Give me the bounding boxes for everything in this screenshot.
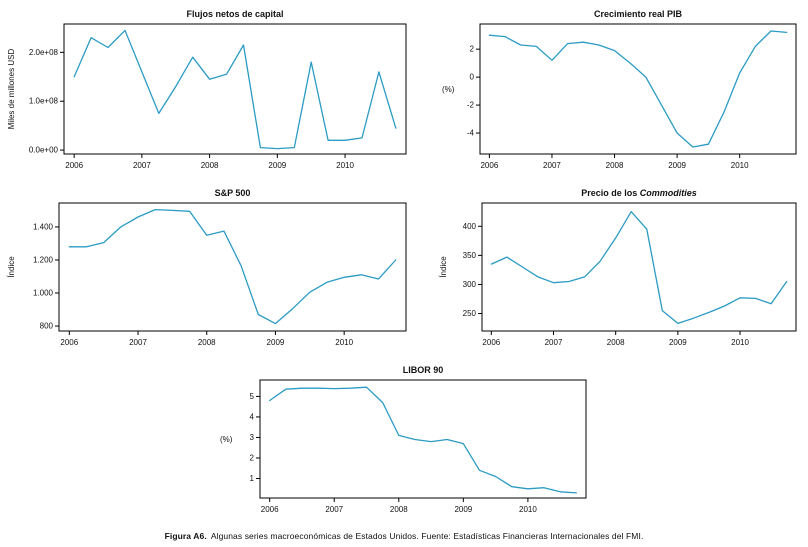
x-tick-label: 2009 (267, 338, 285, 347)
chart-canvas: Flujos netos de capital 0.0e+00 1.0e+08 2.0… (7, 9, 407, 170)
plot-box (481, 202, 797, 332)
x-tick-label: 2008 (198, 338, 216, 347)
chart-canvas: S&P 500 800 1.000 1.200 1.400 2006 2007 2008 200… (7, 188, 407, 347)
chart-title: Crecimiento real PIB (594, 9, 683, 19)
x-tick-label: 2010 (731, 338, 749, 347)
y-tick-label: 1.000 (33, 289, 54, 298)
x-tick-label: 2006 (65, 161, 83, 170)
x-tick-label: 2007 (133, 161, 151, 170)
charts-row-3: LIBOR 90 1 2 3 4 5 2006 2007 2008 2009 2010 (%) (0, 362, 808, 525)
y-tick-label: 300 (463, 280, 477, 289)
y-tick-label: 2 (470, 45, 475, 54)
plot-box (58, 202, 407, 332)
chart-title: LIBOR 90 (403, 365, 444, 375)
y-tick-label: 800 (40, 322, 54, 331)
y-tick-label: 4 (250, 412, 255, 421)
y-tick-label: 5 (250, 392, 255, 401)
x-tick-label: 2006 (261, 505, 279, 514)
x-tick-label: 2006 (480, 161, 498, 170)
data-line (68, 208, 397, 325)
y-tick-label: 2.0e+08 (29, 48, 59, 57)
chart-title: S&P 500 (215, 188, 251, 198)
x-tick-label: 2009 (668, 161, 686, 170)
plot-box (259, 379, 587, 499)
plot-box (63, 23, 407, 155)
y-tick-label: 250 (463, 309, 477, 318)
data-line (490, 211, 788, 325)
y-tick-label: 1.400 (33, 222, 54, 231)
y-tick-label: 1 (250, 474, 255, 483)
y-tick-label: 2 (250, 453, 255, 462)
x-tick-label: 2007 (543, 161, 561, 170)
charts-row-2: S&P 500 800 1.000 1.200 1.400 2006 2007 2008 200… (0, 185, 808, 358)
x-tick-label: 2007 (325, 505, 343, 514)
y-tick-label: -2 (467, 101, 475, 110)
x-tick-label: 2010 (731, 161, 749, 170)
y-axis-label: (%) (220, 435, 233, 444)
x-tick-label: 2009 (454, 505, 472, 514)
chart-precio-commodities: Precio de los Commodities 250 300 350 400 200… (436, 185, 804, 358)
y-tick-label: -4 (467, 129, 475, 138)
data-line (488, 30, 788, 148)
x-tick-label: 2008 (201, 161, 219, 170)
y-tick-label: 350 (463, 251, 477, 260)
chart-canvas: Crecimiento real PIB -4 -2 0 2 2006 2007 2008 20… (442, 9, 797, 170)
x-tick-label: 2010 (336, 161, 354, 170)
charts-row-1: Flujos netos de capital 0.0e+00 1.0e+08 2.0… (0, 6, 808, 181)
chart-canvas: Precio de los Commodities 250 300 350 400 200… (439, 188, 797, 347)
y-tick-label: 3 (250, 433, 255, 442)
data-line (269, 386, 577, 494)
chart-crecimiento-real-pib: Crecimiento real PIB -4 -2 0 2 2006 2007 2008 20… (436, 6, 804, 181)
chart-canvas: LIBOR 90 1 2 3 4 5 2006 2007 2008 2009 2010 (%) (220, 365, 587, 514)
x-tick-label: 2010 (519, 505, 537, 514)
y-tick-label: 0.0e+00 (29, 146, 59, 155)
x-tick-label: 2008 (390, 505, 408, 514)
chart-libor-90: LIBOR 90 1 2 3 4 5 2006 2007 2008 2009 2010 (%) (214, 362, 594, 525)
caption-label: Figura A6. (164, 531, 207, 541)
x-tick-label: 2006 (60, 338, 78, 347)
y-axis-label: Miles de millones USD (7, 49, 16, 130)
x-tick-label: 2008 (607, 338, 625, 347)
chart-flujos-netos-de-capital: Flujos netos de capital 0.0e+00 1.0e+08 2.0… (4, 6, 414, 181)
y-axis-label: Índice (439, 256, 448, 278)
figure-caption: Figura A6. Algunas series macroeconómicas… (0, 531, 808, 541)
chart-title: Precio de los Commodities (581, 188, 697, 198)
x-tick-label: 2007 (545, 338, 563, 347)
x-tick-label: 2010 (335, 338, 353, 347)
caption-text: Algunas series macroeconómicas de Estado… (210, 531, 644, 541)
y-tick-label: 1.200 (33, 255, 54, 264)
plot-box (479, 23, 797, 155)
x-tick-label: 2008 (606, 161, 624, 170)
x-tick-label: 2007 (129, 338, 147, 347)
y-tick-label: 400 (463, 222, 477, 231)
x-tick-label: 2009 (669, 338, 687, 347)
x-tick-label: 2009 (268, 161, 286, 170)
x-tick-label: 2006 (482, 338, 500, 347)
chart-title: Flujos netos de capital (186, 9, 283, 19)
y-axis-label: Índice (7, 256, 16, 278)
y-tick-label: 0 (470, 73, 475, 82)
data-line (73, 29, 397, 150)
y-tick-label: 1.0e+08 (29, 97, 59, 106)
y-axis-label: (%) (442, 85, 455, 94)
chart-sp-500: S&P 500 800 1.000 1.200 1.400 2006 2007 2008 200… (4, 185, 414, 358)
